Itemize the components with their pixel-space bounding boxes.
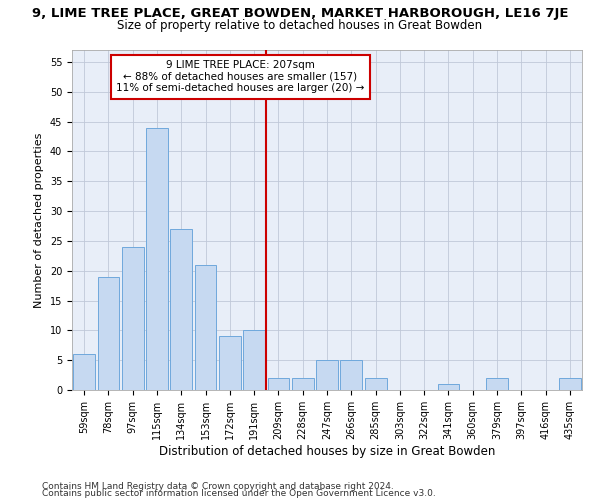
Bar <box>73 354 95 390</box>
Bar <box>146 128 168 390</box>
Bar <box>316 360 338 390</box>
Y-axis label: Number of detached properties: Number of detached properties <box>34 132 44 308</box>
Bar <box>292 378 314 390</box>
Bar <box>559 378 581 390</box>
X-axis label: Distribution of detached houses by size in Great Bowden: Distribution of detached houses by size … <box>159 444 495 458</box>
Text: Contains public sector information licensed under the Open Government Licence v3: Contains public sector information licen… <box>42 490 436 498</box>
Bar <box>365 378 386 390</box>
Bar <box>243 330 265 390</box>
Text: 9, LIME TREE PLACE, GREAT BOWDEN, MARKET HARBOROUGH, LE16 7JE: 9, LIME TREE PLACE, GREAT BOWDEN, MARKET… <box>32 8 568 20</box>
Bar <box>122 247 143 390</box>
Bar <box>268 378 289 390</box>
Text: Contains HM Land Registry data © Crown copyright and database right 2024.: Contains HM Land Registry data © Crown c… <box>42 482 394 491</box>
Text: 9 LIME TREE PLACE: 207sqm
← 88% of detached houses are smaller (157)
11% of semi: 9 LIME TREE PLACE: 207sqm ← 88% of detac… <box>116 60 364 94</box>
Bar <box>486 378 508 390</box>
Bar <box>219 336 241 390</box>
Bar <box>170 229 192 390</box>
Bar <box>340 360 362 390</box>
Bar <box>194 264 217 390</box>
Bar <box>437 384 460 390</box>
Bar <box>97 276 119 390</box>
Text: Size of property relative to detached houses in Great Bowden: Size of property relative to detached ho… <box>118 19 482 32</box>
